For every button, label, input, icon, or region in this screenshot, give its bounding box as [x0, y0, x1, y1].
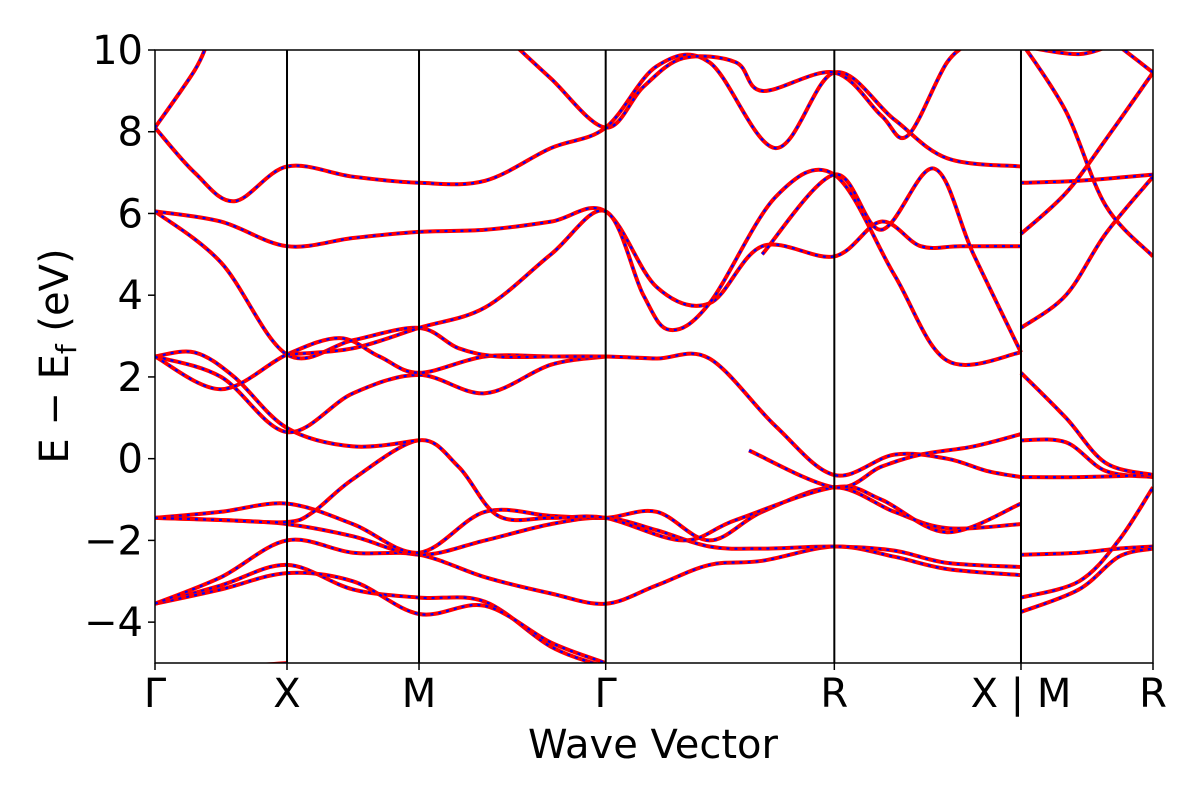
y-tick-label: 2 [118, 355, 143, 401]
x-tick-label: M [402, 671, 437, 717]
band-line-dft [1024, 50, 1153, 258]
y-tick-label: 10 [92, 28, 143, 74]
band-line-fit [155, 53, 1022, 203]
band-line-fit [1122, 50, 1153, 74]
band-line-fit [1020, 175, 1153, 329]
band-line-dft [1019, 175, 1153, 330]
band-line-fit [748, 433, 1022, 489]
band-line-fit [518, 50, 961, 140]
band-line-dft [259, 661, 287, 663]
y-axis-title-unit: (eV) [32, 248, 78, 344]
band-line-fit [155, 439, 1022, 542]
band-line-fit [1020, 545, 1153, 556]
x-tick-label: Γ [595, 671, 618, 717]
y-tick-label: 0 [118, 437, 143, 483]
x-tick-label: X | M [971, 671, 1072, 717]
high-symmetry-lines [286, 50, 1022, 663]
band-line-fit [155, 538, 1022, 605]
band-line-dft [1032, 50, 1105, 57]
y-tick-label: −4 [84, 600, 143, 646]
x-axis-title: Wave Vector [528, 722, 779, 768]
y-tick-label: 8 [118, 110, 143, 156]
band-line-fit [155, 516, 1022, 569]
band-line-fit [155, 210, 606, 360]
band-line-fit [1020, 71, 1153, 235]
band-line-fit [155, 206, 1021, 307]
band-line-dft [1019, 71, 1153, 236]
x-tick-label: R [1139, 671, 1167, 717]
band-line-dft [1020, 486, 1153, 600]
band-line-fit [155, 571, 607, 663]
y-axis-ticks: −4 −2 0 2 4 6 8 10 [84, 28, 155, 646]
band-line-dft [155, 562, 600, 663]
band-line-fit [1020, 547, 1153, 613]
band-line-dft [155, 349, 420, 449]
x-axis-ticks: Γ X M Γ R X | M R [144, 663, 1167, 717]
band-line-fit [1037, 50, 1102, 56]
band-line-fit [272, 661, 287, 663]
y-axis-title: E − Ef (eV) [32, 248, 83, 463]
band-line-dft [760, 166, 1023, 354]
band-line-fit [1020, 486, 1153, 599]
band-line-fit [1025, 50, 1153, 258]
plot-frame [154, 49, 1154, 664]
y-tick-label: 4 [118, 273, 143, 319]
y-axis-title-subscript: f [50, 343, 83, 354]
band-line-dft [517, 50, 963, 140]
band-line-fit [1020, 473, 1153, 479]
band-line-fit [155, 563, 597, 663]
y-tick-label: −2 [84, 518, 143, 564]
band-lines [155, 50, 1153, 663]
band-line-dft [1019, 371, 1153, 477]
x-tick-label: X [273, 671, 300, 717]
x-tick-label: R [820, 671, 848, 717]
band-line-dft [1020, 546, 1153, 614]
band-line-fit [761, 167, 1022, 353]
band-line-fit [286, 168, 1022, 366]
band-line-fit [155, 355, 606, 434]
x-tick-label: Γ [144, 671, 167, 717]
band-line-dft [155, 50, 207, 129]
band-line-fit [1020, 173, 1153, 184]
y-tick-label: 6 [118, 191, 143, 237]
